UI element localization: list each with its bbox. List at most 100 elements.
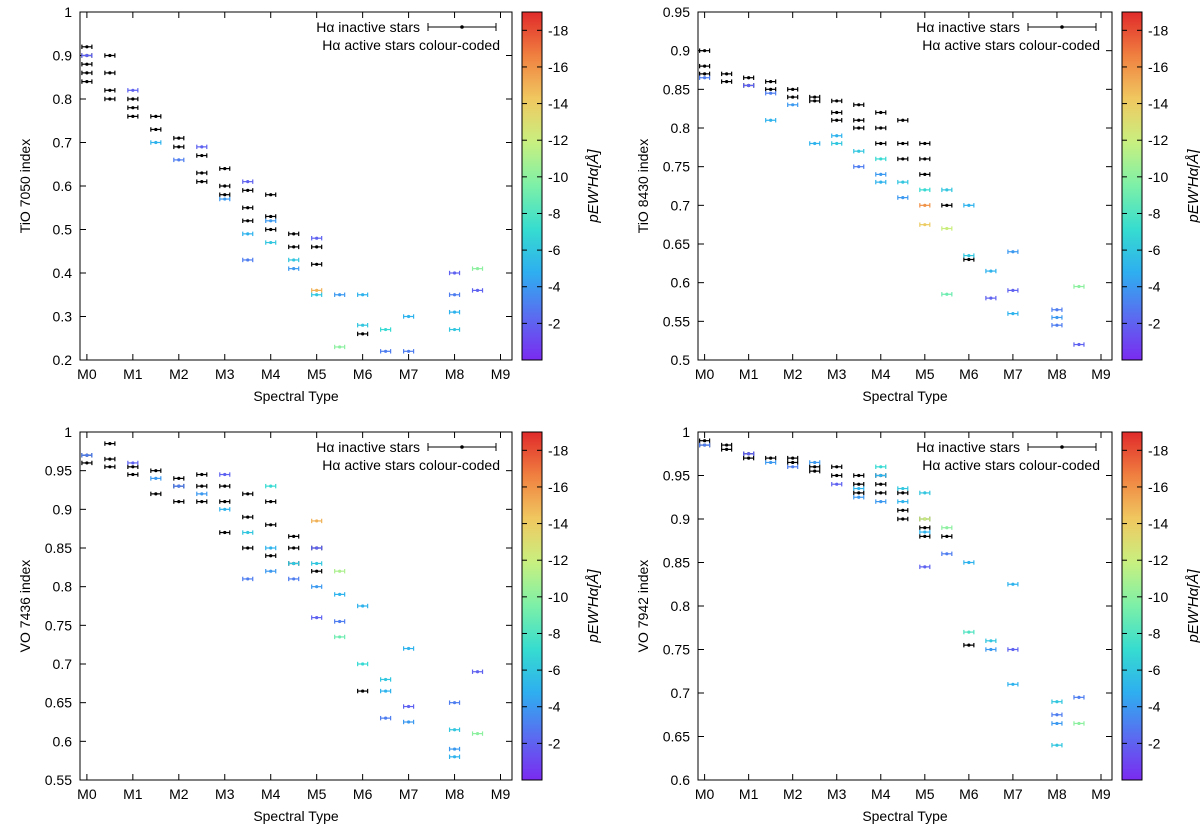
active-point	[265, 545, 277, 551]
colorbar-tick-label: -16	[548, 59, 568, 75]
y-tick-label: 0.3	[53, 309, 73, 325]
y-tick-label: 0.4	[53, 265, 73, 281]
active-point	[150, 140, 162, 145]
inactive-point	[699, 438, 711, 443]
colorbar	[521, 431, 543, 781]
x-tick-label: M0	[77, 786, 97, 802]
inactive-point	[104, 456, 116, 462]
inactive-point	[104, 96, 116, 102]
y-tick-label: 0.85	[45, 540, 72, 556]
active-point	[219, 507, 231, 512]
active-point	[699, 442, 711, 448]
x-tick-label: M3	[827, 366, 847, 382]
inactive-point	[699, 63, 711, 69]
active-point	[831, 133, 843, 138]
active-point	[1051, 743, 1063, 748]
inactive-point	[831, 464, 843, 469]
active-point	[357, 323, 369, 328]
inactive-point	[104, 70, 116, 76]
x-tick-label: M9	[1091, 366, 1111, 382]
inactive-point	[853, 490, 865, 496]
active-point	[1051, 699, 1063, 704]
legend-active-label: Hα active stars colour-coded	[322, 457, 500, 473]
active-point	[402, 704, 415, 709]
active-point	[831, 141, 843, 146]
inactive-point	[81, 460, 93, 466]
active-point	[242, 530, 254, 535]
inactive-point	[809, 468, 821, 474]
active-point	[853, 486, 865, 491]
active-point	[765, 460, 777, 465]
active-point	[919, 516, 931, 522]
inactive-point	[875, 110, 887, 115]
inactive-point	[242, 545, 254, 551]
y-tick-label: 0.75	[45, 617, 72, 633]
active-point	[402, 646, 415, 651]
active-point	[380, 677, 392, 682]
active-point	[380, 715, 392, 721]
y-tick-label: 0.5	[671, 352, 691, 368]
active-point	[471, 266, 484, 271]
inactive-point	[104, 53, 116, 58]
active-point	[242, 576, 254, 582]
x-tick-label: M9	[491, 786, 511, 802]
x-tick-label: M0	[695, 366, 715, 382]
y-axis-label: VO 7942 index	[635, 560, 651, 653]
colorbar-tick-label: -4	[548, 279, 561, 295]
inactive-point	[242, 188, 254, 193]
y-axis-label: TiO 7050 index	[17, 139, 33, 233]
y-tick-label: 0.7	[671, 197, 691, 213]
x-tick-label: M5	[307, 786, 327, 802]
active-point	[1007, 311, 1019, 316]
inactive-point	[765, 87, 777, 92]
inactive-point	[699, 48, 711, 53]
active-point	[699, 75, 711, 80]
legend-inactive-label: Hα inactive stars	[916, 19, 1020, 35]
active-point	[288, 561, 300, 566]
active-point	[471, 288, 484, 293]
y-tick-label: 0.95	[45, 463, 72, 479]
inactive-point	[127, 464, 139, 469]
active-point	[471, 669, 484, 674]
inactive-point	[809, 464, 821, 469]
active-point	[875, 464, 887, 469]
inactive-point	[699, 71, 711, 77]
x-tick-label: M0	[77, 366, 97, 382]
active-point	[963, 253, 975, 258]
active-point	[311, 236, 323, 241]
active-point	[809, 460, 821, 465]
inactive-point	[173, 144, 185, 150]
active-point	[380, 327, 392, 332]
inactive-point	[196, 499, 208, 504]
x-tick-label: M2	[783, 366, 803, 382]
colorbar-tick-label: -14	[548, 96, 568, 112]
y-tick-label: 1	[682, 424, 690, 440]
y-tick-label: 0.55	[663, 313, 690, 329]
active-point	[919, 490, 931, 496]
legend-inactive-marker	[427, 443, 497, 451]
colorbar-tick-label: -2	[548, 315, 561, 331]
inactive-point	[288, 244, 300, 250]
colorbar-tick-label: -4	[548, 699, 561, 715]
active-point	[963, 560, 975, 565]
x-tick-label: M2	[169, 786, 189, 802]
colorbar-tick-label: -6	[548, 242, 561, 258]
inactive-point	[963, 642, 975, 648]
active-point	[985, 295, 997, 301]
inactive-point	[127, 105, 139, 110]
active-point	[809, 141, 821, 146]
active-point	[1007, 288, 1019, 293]
x-tick-label: M1	[739, 366, 759, 382]
active-point	[1073, 721, 1085, 726]
active-point	[1007, 682, 1019, 687]
inactive-point	[357, 688, 369, 694]
inactive-point	[81, 44, 93, 49]
active-point	[787, 102, 799, 107]
inactive-point	[919, 525, 931, 530]
inactive-point	[173, 499, 185, 504]
active-point	[963, 203, 975, 208]
inactive-point	[941, 534, 953, 539]
x-tick-label: M7	[399, 786, 419, 802]
active-point	[334, 619, 346, 624]
active-point	[941, 551, 953, 556]
